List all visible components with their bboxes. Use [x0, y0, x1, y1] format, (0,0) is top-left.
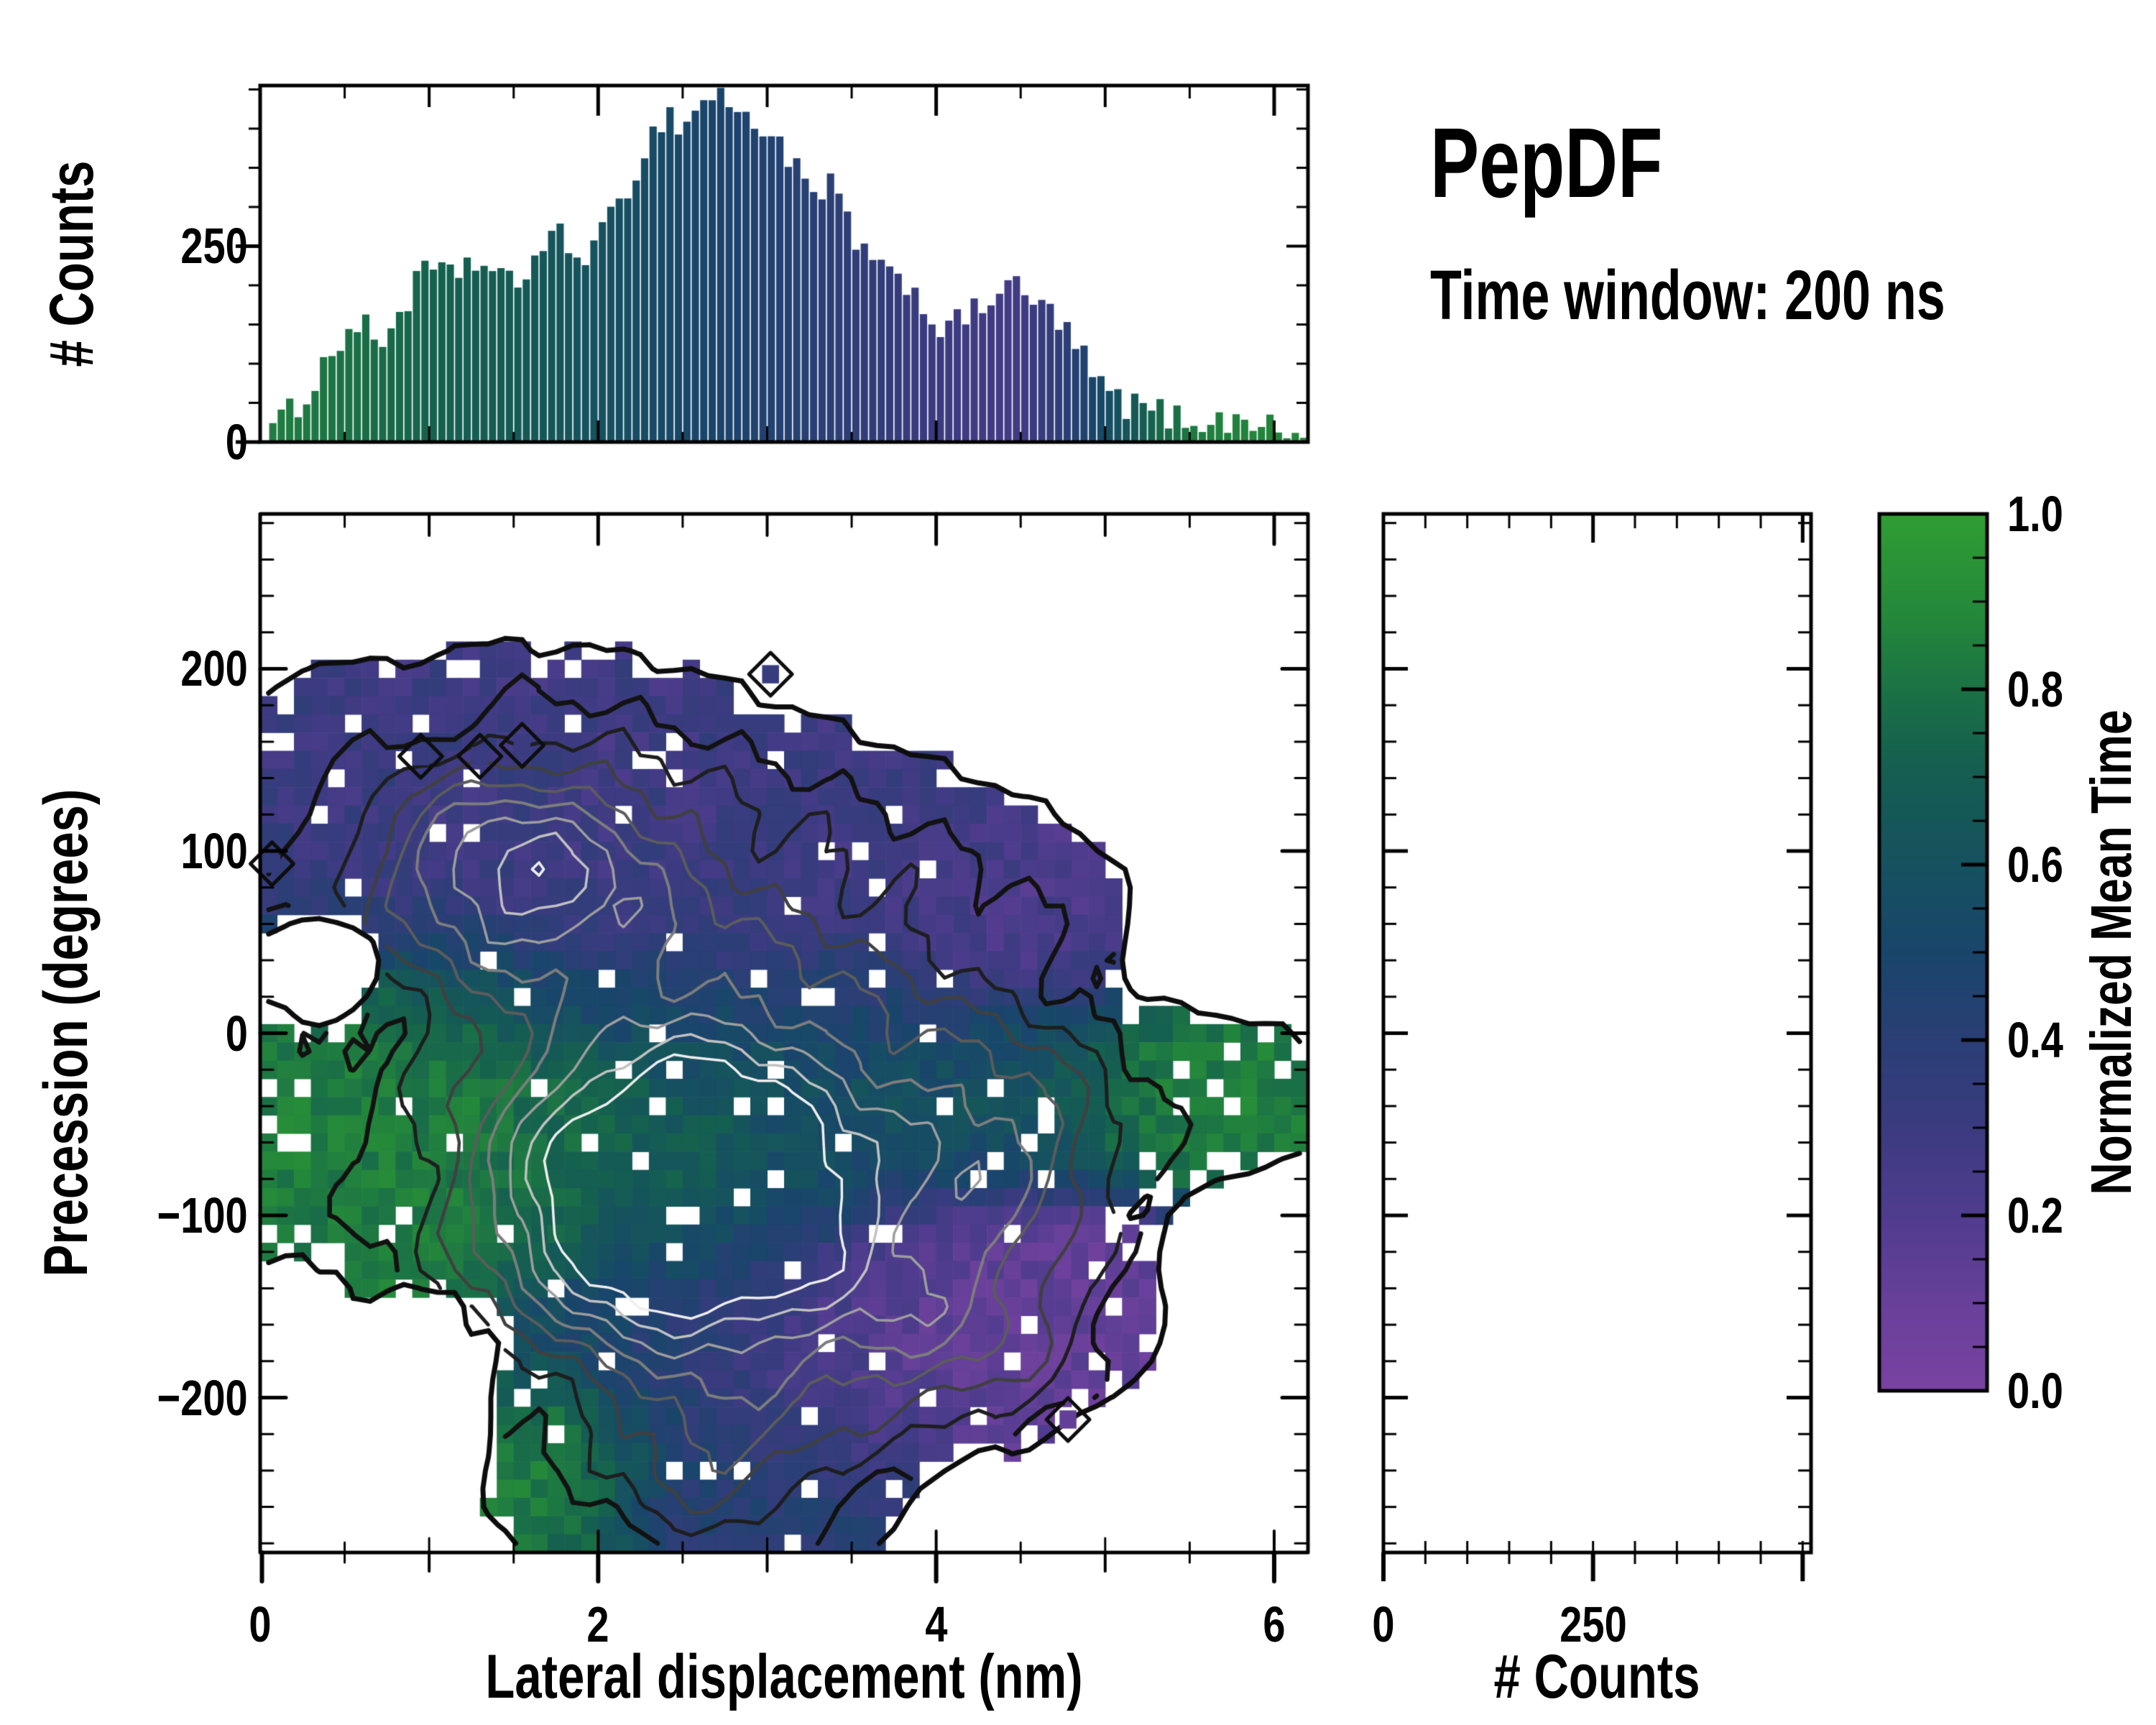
tick-label: 0.4	[2007, 1012, 2063, 1068]
tick-label: 0.6	[2007, 837, 2063, 893]
tick-label: 4	[925, 1596, 948, 1652]
tick-label: 0	[225, 414, 248, 470]
tick-label: 0	[225, 1005, 248, 1062]
tick-label: 6	[1263, 1596, 1286, 1652]
tick-label: 100	[180, 822, 248, 879]
tick-label: 0	[249, 1596, 272, 1652]
tick-label: 1.0	[2007, 486, 2063, 542]
tick-label: 0.8	[2007, 661, 2063, 717]
tick-label: 2	[586, 1596, 609, 1652]
subtitle-time-window: Time window: 200 ns	[1430, 256, 1945, 334]
tick-label: 250	[180, 218, 248, 275]
tick-label: 0.2	[2007, 1187, 2063, 1243]
tick-label: 0.0	[2007, 1363, 2063, 1419]
page-title: PepDF	[1430, 108, 1663, 218]
tick-label: 250	[1559, 1596, 1627, 1652]
top-hist-ylabel: # Counts	[37, 160, 106, 367]
main-ylabel: Precession (degrees)	[32, 788, 101, 1277]
tick-label: 200	[180, 640, 248, 697]
tick-label: 0	[1372, 1596, 1395, 1652]
right-hist-xlabel: # Counts	[1493, 1642, 1700, 1711]
main-xlabel: Lateral displacement (nm)	[485, 1642, 1083, 1711]
colorbar-label: Normalized Mean Time	[2079, 709, 2143, 1195]
tick-label: −100	[157, 1187, 248, 1243]
tick-label: −200	[157, 1369, 248, 1426]
